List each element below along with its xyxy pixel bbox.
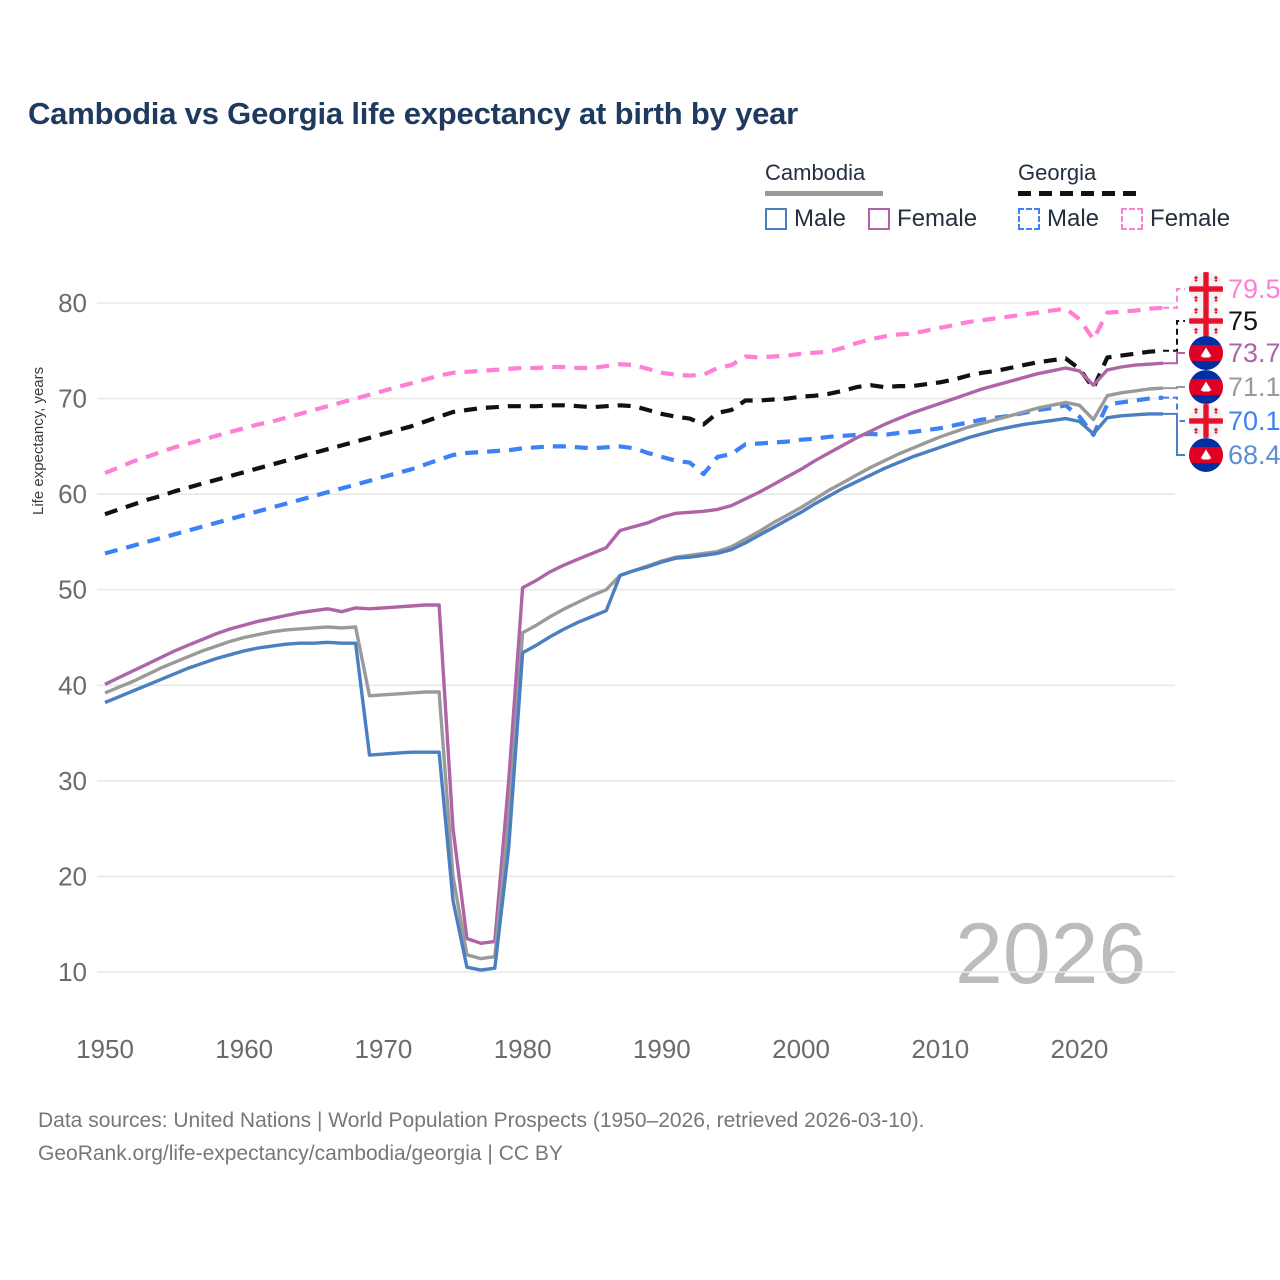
end-label-georgia-79.5: 79.5 (1189, 272, 1280, 306)
leader-line (1163, 412, 1185, 456)
footer-line-url: GeoRank.org/life-expectancy/cambodia/geo… (38, 1141, 563, 1165)
x-axis-ticks: 1950 1960 1970 1980 1990 2000 2010 2020 (76, 1034, 1108, 1064)
end-label-value: 75 (1228, 305, 1259, 336)
series-line-georgia-total (104, 348, 1164, 517)
leader-line (1163, 386, 1185, 390)
legend-item-label: Male (1047, 205, 1100, 232)
x-tick-label: 2000 (772, 1034, 830, 1064)
series-line-cambodia-male (104, 412, 1163, 972)
legend-rule-dashed (1018, 191, 1136, 196)
georgia-flag-icon (1189, 272, 1223, 306)
end-label-value: 70.1 (1228, 405, 1280, 436)
leader-line (1163, 396, 1185, 422)
y-tick-label: 50 (58, 575, 87, 605)
y-tick-label: 40 (58, 670, 87, 700)
end-label-cambodia-73.7: 73.7 (1189, 336, 1280, 370)
series-line-cambodia-total (104, 386, 1164, 961)
footer-line-sources: Data sources: United Nations | World Pop… (38, 1109, 925, 1132)
legend-group-georgia: Georgia Male Female (1018, 160, 1230, 233)
legend: Cambodia Male Female Georgia Male (760, 160, 1260, 240)
legend-item-cambodia-female[interactable]: Female (868, 205, 977, 233)
series-line-georgia-male (104, 395, 1164, 556)
end-label-cambodia-71.1: 71.1 (1189, 370, 1280, 404)
legend-group-title: Georgia (1018, 160, 1097, 185)
x-tick-label: 2010 (911, 1034, 969, 1064)
series-line-cambodia-female (104, 361, 1164, 945)
legend-rule-solid (765, 191, 883, 196)
y-tick-label: 20 (58, 861, 87, 891)
end-label-value: 71.1 (1228, 371, 1280, 402)
y-axis-ticks: 10 20 30 40 50 60 70 80 (58, 288, 87, 987)
gridlines (97, 302, 1175, 973)
footer-attribution: Data sources: United Nations | World Pop… (38, 1105, 924, 1170)
y-tick-label: 70 (58, 384, 87, 414)
legend-item-georgia-female[interactable]: Female (1121, 205, 1230, 233)
x-tick-label: 1990 (633, 1034, 691, 1064)
end-label-value: 79.5 (1228, 273, 1280, 304)
y-tick-label: 80 (58, 288, 87, 318)
x-tick-label: 1970 (354, 1034, 412, 1064)
legend-item-label: Female (1150, 205, 1231, 232)
leader-line (1163, 320, 1185, 352)
legend-item-label: Male (794, 205, 847, 232)
end-label-value: 73.7 (1228, 337, 1280, 368)
georgia-flag-icon (1189, 304, 1223, 338)
y-tick-label: 30 (58, 766, 87, 796)
legend-swatch-icon (1018, 208, 1040, 230)
legend-swatch-icon (868, 208, 891, 230)
page-title: Cambodia vs Georgia life expectancy at b… (28, 96, 799, 131)
legend-swatch-icon (1121, 208, 1144, 230)
legend-item-georgia-male[interactable]: Male (1018, 205, 1099, 233)
legend-item-label: Female (897, 205, 978, 232)
georgia-flag-icon (1189, 404, 1223, 438)
legend-group-cambodia: Cambodia Male Female (765, 160, 977, 233)
cambodia-flag-icon (1189, 438, 1223, 472)
legend-swatch-icon (765, 208, 787, 230)
series-lines (104, 305, 1164, 972)
leader-line (1163, 352, 1185, 365)
y-tick-label: 60 (58, 479, 87, 509)
legend-item-cambodia-male[interactable]: Male (765, 205, 846, 233)
x-tick-label: 2020 (1051, 1034, 1109, 1064)
leader-lines (1163, 288, 1185, 456)
leader-line (1163, 288, 1185, 309)
end-label-cambodia-68.4: 68.4 (1189, 438, 1280, 472)
series-line-georgia-female (104, 305, 1164, 476)
end-label-georgia-70.1: 70.1 (1189, 404, 1280, 438)
x-tick-label: 1960 (215, 1034, 273, 1064)
cambodia-flag-icon (1189, 336, 1223, 370)
x-tick-label: 1950 (76, 1034, 134, 1064)
cambodia-flag-icon (1189, 370, 1223, 404)
x-tick-label: 1980 (494, 1034, 552, 1064)
y-tick-label: 10 (58, 957, 87, 987)
end-label-value: 68.4 (1228, 439, 1280, 470)
end-label-georgia-75: 75 (1189, 304, 1258, 338)
year-watermark: 2026 (955, 906, 1147, 1002)
legend-group-title: Cambodia (765, 160, 866, 185)
